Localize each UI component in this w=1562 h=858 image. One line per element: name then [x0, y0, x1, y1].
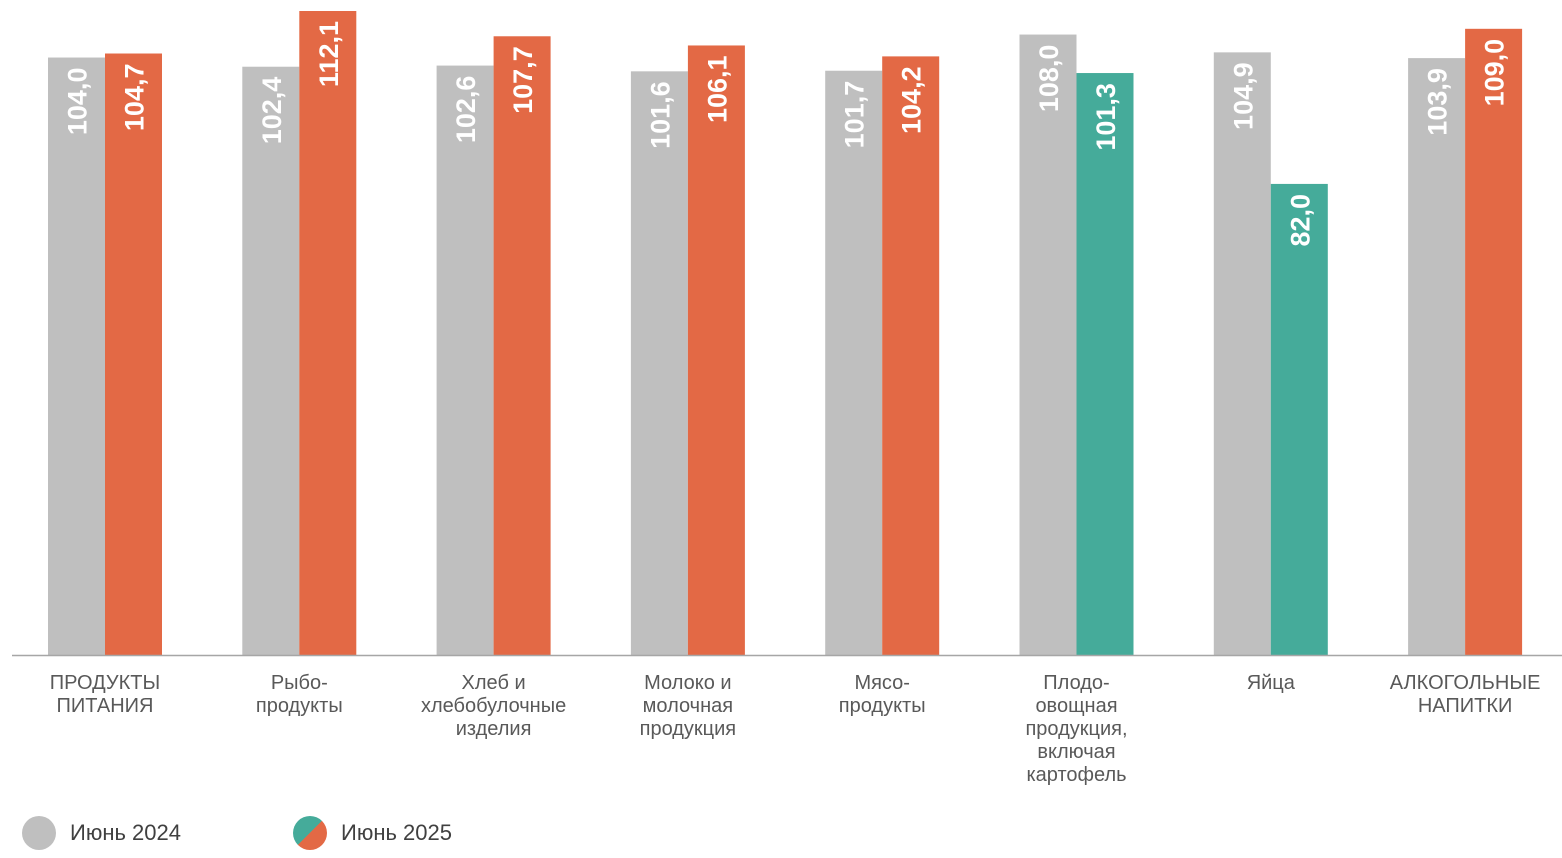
category-label-1: Рыбо- продукты	[255, 672, 343, 717]
data-label-2025-0: 104,7	[120, 64, 150, 132]
category-label-3: Молоко и молочная продукция	[639, 672, 737, 740]
data-label-2025-5: 101,3	[1091, 83, 1121, 151]
data-label-2024-4: 101,7	[840, 81, 870, 149]
data-label-2024-3: 101,6	[645, 81, 675, 149]
category-label-2: Хлеб и хлебобулочные изделия	[420, 672, 567, 740]
bar-2024-2	[436, 65, 494, 655]
data-label-2024-5: 108,0	[1034, 45, 1064, 113]
data-label-2024-6: 104,9	[1228, 62, 1258, 130]
data-label-2025-6: 82,0	[1285, 194, 1315, 247]
category-label-6: Яйца	[1246, 672, 1295, 694]
data-label-2024-1: 102,4	[257, 77, 287, 145]
data-label-2025-2: 107,7	[508, 46, 538, 114]
data-label-2025-4: 104,2	[897, 66, 927, 134]
data-label-2024-7: 103,9	[1423, 68, 1453, 136]
bar-2024-6	[1213, 52, 1271, 656]
bar-2024-4	[825, 70, 883, 656]
data-label-2025-3: 106,1	[702, 55, 732, 123]
category-label-5: Плодо- овощная продукция, включая картоф…	[1025, 672, 1128, 786]
legend-label-2024: Июнь 2024	[70, 820, 181, 845]
bar-2024-0	[48, 57, 105, 656]
bar-2025-1	[299, 11, 357, 655]
data-label-2025-1: 112,1	[314, 21, 344, 87]
bar-2025-4	[882, 56, 940, 656]
bar-2025-6	[1270, 183, 1328, 656]
bar-2025-5	[1076, 73, 1134, 655]
category-label-7: АЛКОГОЛЬНЫЕ НАПИТКИ	[1389, 672, 1541, 717]
bar-2025-3	[687, 45, 745, 655]
bar-2024-1	[242, 66, 300, 656]
legend-swatch-2025	[293, 816, 327, 850]
legend-item-2025: Июнь 2025	[293, 816, 452, 850]
legend-swatch-2024	[22, 816, 56, 850]
bar-2024-7	[1408, 58, 1466, 656]
bar-2025-7	[1465, 28, 1523, 656]
data-label-2025-7: 109,0	[1480, 39, 1510, 107]
bar-2025-2	[493, 36, 551, 656]
bar-2024-5	[1019, 34, 1077, 656]
category-label-4: Мясо- продукты	[838, 672, 926, 717]
legend-label-2025: Июнь 2025	[341, 820, 452, 845]
category-label-0: ПРОДУКТЫ ПИТАНИЯ	[49, 672, 161, 717]
legend-item-2024: Июнь 2024	[22, 816, 181, 850]
data-label-2024-2: 102,6	[451, 76, 481, 144]
bar-2025-0	[105, 53, 162, 656]
bar-2024-3	[630, 71, 688, 655]
data-label-2024-0: 104,0	[63, 68, 93, 136]
